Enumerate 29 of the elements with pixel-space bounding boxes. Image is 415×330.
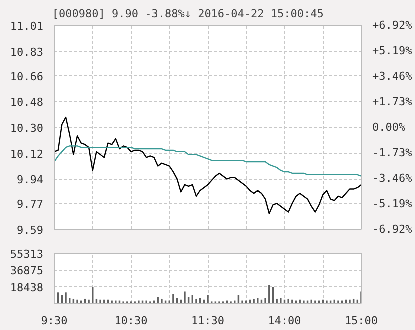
y2-tick-label: 0.00%: [372, 121, 406, 134]
y2-tick-label: -1.73%: [372, 146, 413, 160]
line-series: [54, 116, 362, 214]
y-tick-label: 10.83: [10, 46, 44, 59]
y-tick-label: 11.01: [10, 20, 44, 33]
chart-title: [000980] 9.90 -3.88%↓ 2016-04-22 15:00:45: [52, 8, 324, 20]
line-series: [54, 146, 362, 177]
x-tick-label: 14:00: [268, 314, 302, 328]
y-tick-label: 9.77: [17, 198, 44, 212]
y-tick-label: 10.30: [10, 122, 44, 135]
x-tick-label: 15:00: [344, 314, 378, 328]
y-tick-label: 10.48: [10, 96, 44, 110]
y2-tick-label: +3.46%: [372, 70, 413, 83]
y-tick-label: 10.66: [10, 70, 44, 84]
y2-tick-label: -5.19%: [372, 198, 413, 210]
y2-tick-label: +5.19%: [372, 44, 413, 58]
x-tick-label: 9:30: [41, 314, 68, 328]
y-tick-label: 55313: [10, 248, 44, 261]
x-tick-label: 10:30: [114, 314, 148, 328]
y-tick-label: 9.59: [17, 224, 44, 237]
y-tick-label: 18438: [10, 281, 44, 294]
x-tick-label: 11:30: [191, 314, 225, 328]
y-tick-label: 10.12: [10, 148, 44, 161]
y2-tick-label: -6.92%: [372, 223, 413, 236]
y2-tick-label: +1.73%: [372, 96, 413, 108]
y-tick-label: 9.94: [17, 174, 44, 187]
y2-tick-label: +6.92%: [372, 19, 413, 32]
y2-tick-label: -3.46%: [372, 172, 413, 185]
y-tick-label: 36875: [10, 264, 44, 278]
